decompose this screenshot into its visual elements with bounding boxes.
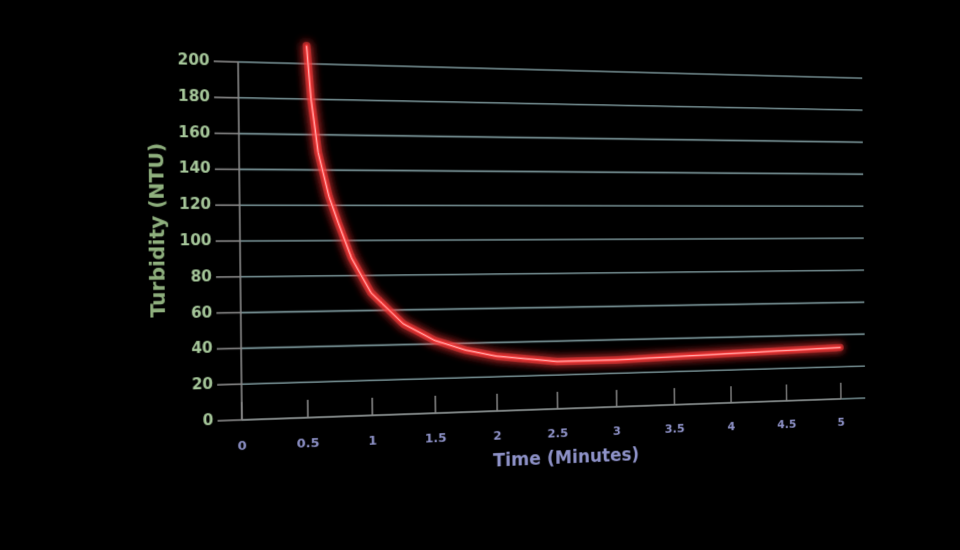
grid-line [240,238,864,241]
y-tick-label: 0 [203,412,214,430]
x-tick-label: 4 [727,419,735,433]
y-tick-label: 60 [191,304,213,322]
y-axis-title: Turbidity (NTU) [144,143,170,318]
grid-line [239,169,863,174]
y-tick-label: 160 [178,124,210,142]
grid-line [241,334,864,348]
y-tick-label: 200 [177,51,209,69]
y-tick [212,60,239,63]
grid-line [239,134,863,143]
x-tick-label: 0.5 [297,435,320,451]
line-core [307,46,841,368]
grid-line [238,62,862,78]
grid-line [240,270,864,277]
y-tick-label: 80 [190,268,212,286]
line [307,46,841,368]
y-tick-label: 20 [192,376,214,394]
y-tick [215,346,242,350]
x-tick-label: 3 [613,424,621,439]
grid-line [242,366,865,384]
x-tick-label: 5 [837,415,845,429]
x-tick-label: 4.5 [777,417,796,432]
x-tick-label: 1 [368,433,377,448]
y-tick-label: 100 [179,232,211,250]
grid-line [238,98,862,110]
x-axis [242,399,841,420]
y-tick [216,382,242,386]
y-tick-label: 180 [178,87,210,105]
x-tick-label: 2 [493,428,502,443]
x-tick-label: 3.5 [665,421,685,436]
y-tick-label: 40 [191,340,213,358]
y-tick-label: 120 [179,196,211,213]
x-axis-title: Time (Minutes) [493,445,639,472]
y-tick [216,418,242,421]
x-tick-label: 0 [238,438,247,454]
grid-line [241,302,865,312]
x-tick-label: 2.5 [547,426,568,441]
x-tick-label: 1.5 [425,430,447,446]
line-glow [307,46,841,368]
chart: Turbidity (NTU) Time (Minutes) 020406080… [144,0,890,472]
y-tick-label: 140 [179,160,211,178]
y-axis [237,61,243,421]
